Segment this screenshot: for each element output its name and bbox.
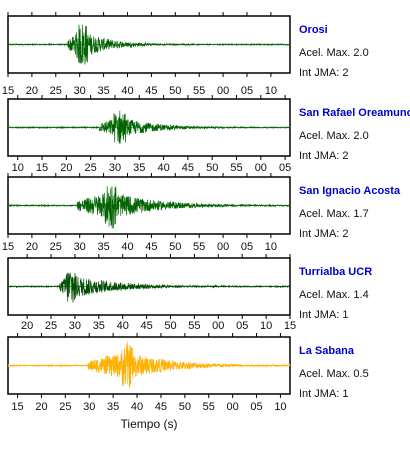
accel-max-label: Acel. Max. 0.5 [299,368,369,380]
panels-group: 15 20 25 30 35 40 45 50 55 00 05 10 Orosi Acel. Max. … [2,12,410,413]
tick-label: 30 [74,241,86,253]
tick-label: 05 [250,401,262,413]
tick-label: 00 [212,320,224,332]
jma-intensity-label: Int JMA: 2 [299,67,349,79]
station-name: San Ignacio Acosta [299,185,401,197]
tick-label: 30 [69,320,81,332]
tick-label: 25 [45,320,57,332]
jma-intensity-label: Int JMA: 2 [299,150,349,162]
tick-label: 15 [11,401,23,413]
tick-label: 40 [121,85,133,97]
tick-label: 45 [145,85,157,97]
panel-3: 15 20 25 30 35 40 45 50 55 00 05 10 San Ignacio Acos… [2,173,401,253]
tick-label: 05 [279,162,291,174]
tick-label: 55 [188,320,200,332]
accel-max-label: Acel. Max. 2.0 [299,130,369,142]
tick-label: 10 [12,162,24,174]
tick-label: 35 [107,401,119,413]
tick-label: 15 [36,162,48,174]
tick-label: 25 [50,85,62,97]
tick-label: 00 [227,401,239,413]
panel-1: 15 20 25 30 35 40 45 50 55 00 05 10 Orosi Acel. Max. … [2,12,369,97]
tick-label: 00 [255,162,267,174]
tick-label: 00 [217,241,229,253]
tick-label: 55 [193,85,205,97]
tick-label: 30 [74,85,86,97]
tick-label: 10 [260,320,272,332]
station-name: Turrialba UCR [299,266,372,278]
tick-label: 15 [284,320,296,332]
tick-label: 05 [241,241,253,253]
jma-intensity-label: Int JMA: 2 [299,228,349,240]
tick-label: 45 [145,241,157,253]
tick-label: 10 [265,85,277,97]
station-name: San Rafael Oreamuno [299,107,410,119]
accel-max-label: Acel. Max. 1.7 [299,208,369,220]
panel-4: 20 25 30 35 40 45 50 55 00 05 10 15 Turrialba UCR Ace… [7,254,372,332]
tick-label: 30 [83,401,95,413]
tick-label: 35 [93,320,105,332]
tick-label: 35 [97,85,109,97]
tick-label: 50 [169,85,181,97]
tick-label: 55 [203,401,215,413]
jma-intensity-label: Int JMA: 1 [299,388,349,400]
tick-label: 45 [155,401,167,413]
tick-label: 35 [97,241,109,253]
tick-label: 40 [157,162,169,174]
tick-label: 45 [182,162,194,174]
tick-label: 25 [59,401,71,413]
tick-label: 50 [179,401,191,413]
panel-5: 15 20 25 30 35 40 45 50 55 00 05 10 La Sabana Acel. M… [7,333,369,413]
tick-label: 50 [206,162,218,174]
tick-label: 55 [193,241,205,253]
tick-label: 20 [35,401,47,413]
station-name: Orosi [299,24,328,36]
tick-label: 15 [2,85,14,97]
tick-label: 40 [121,241,133,253]
tick-label: 10 [265,241,277,253]
tick-label: 50 [164,320,176,332]
x-axis-label: Tiempo (s) [121,417,178,431]
tick-label: 45 [140,320,152,332]
tick-label: 25 [85,162,97,174]
accel-max-label: Acel. Max. 2.0 [299,47,369,59]
accel-max-label: Acel. Max. 1.4 [299,289,369,301]
tick-label: 35 [133,162,145,174]
tick-label: 05 [236,320,248,332]
panel-2: 10 15 20 25 30 35 40 45 50 55 00 05 San Rafael Oream… [7,95,410,174]
tick-label: 15 [2,241,14,253]
station-name: La Sabana [299,345,355,357]
tick-label: 10 [274,401,286,413]
tick-label: 30 [109,162,121,174]
tick-label: 20 [26,241,38,253]
tick-label: 40 [117,320,129,332]
tick-label: 05 [241,85,253,97]
tick-label: 40 [131,401,143,413]
tick-label: 20 [60,162,72,174]
tick-label: 25 [50,241,62,253]
tick-label: 55 [230,162,242,174]
tick-label: 50 [169,241,181,253]
jma-intensity-label: Int JMA: 1 [299,309,349,321]
tick-label: 20 [21,320,33,332]
tick-label: 00 [217,85,229,97]
tick-label: 20 [26,85,38,97]
